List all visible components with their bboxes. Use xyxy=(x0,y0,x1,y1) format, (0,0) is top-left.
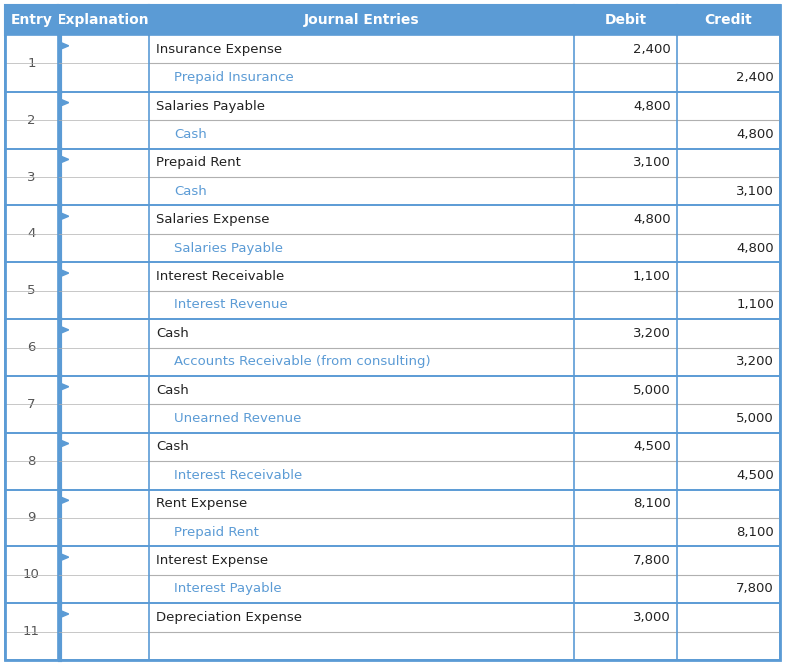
Text: Unearned Revenue: Unearned Revenue xyxy=(174,412,301,425)
Bar xyxy=(5,262,780,319)
Text: 3: 3 xyxy=(27,170,35,184)
Text: 2,400: 2,400 xyxy=(736,71,774,84)
Text: Cash: Cash xyxy=(156,440,189,454)
Text: Explanation: Explanation xyxy=(57,13,150,27)
Text: 3,100: 3,100 xyxy=(633,156,671,170)
Text: Depreciation Expense: Depreciation Expense xyxy=(156,611,302,624)
Text: 3,200: 3,200 xyxy=(633,327,671,340)
Text: 2: 2 xyxy=(27,114,35,127)
Text: 6: 6 xyxy=(27,341,35,354)
Text: Interest Expense: Interest Expense xyxy=(156,554,268,567)
Text: Salaries Payable: Salaries Payable xyxy=(156,100,265,112)
Bar xyxy=(5,319,780,376)
Polygon shape xyxy=(62,156,69,162)
Text: 8,100: 8,100 xyxy=(736,525,774,539)
Text: Cash: Cash xyxy=(156,384,189,396)
Text: Salaries Payable: Salaries Payable xyxy=(174,241,283,255)
Bar xyxy=(5,603,780,660)
Bar xyxy=(5,433,780,489)
Text: 7,800: 7,800 xyxy=(736,583,774,595)
Bar xyxy=(5,92,780,149)
Polygon shape xyxy=(62,100,69,106)
Text: Debit: Debit xyxy=(604,13,647,27)
Text: Interest Receivable: Interest Receivable xyxy=(156,270,284,283)
Polygon shape xyxy=(62,327,69,332)
Text: 4,500: 4,500 xyxy=(633,440,671,454)
Text: 9: 9 xyxy=(27,511,35,525)
Text: 4,800: 4,800 xyxy=(633,100,671,112)
Bar xyxy=(5,489,780,547)
Polygon shape xyxy=(62,213,69,219)
Text: 4,800: 4,800 xyxy=(633,213,671,226)
Text: Prepaid Insurance: Prepaid Insurance xyxy=(174,71,294,84)
Text: 3,200: 3,200 xyxy=(736,355,774,368)
Text: 7: 7 xyxy=(27,398,35,411)
Text: Entry: Entry xyxy=(10,13,53,27)
Text: Cash: Cash xyxy=(174,185,207,198)
Text: 3,100: 3,100 xyxy=(736,185,774,198)
Text: Interest Revenue: Interest Revenue xyxy=(174,299,288,311)
Text: Interest Payable: Interest Payable xyxy=(174,583,282,595)
Bar xyxy=(5,5,780,35)
Polygon shape xyxy=(62,611,69,617)
Polygon shape xyxy=(62,270,69,276)
Text: 1: 1 xyxy=(27,57,35,70)
Text: 11: 11 xyxy=(23,625,40,638)
Text: Prepaid Rent: Prepaid Rent xyxy=(156,156,241,170)
Bar xyxy=(5,319,780,376)
Bar xyxy=(5,603,780,660)
Text: 5: 5 xyxy=(27,284,35,297)
Bar xyxy=(5,205,780,262)
Bar xyxy=(5,205,780,262)
Text: Cash: Cash xyxy=(156,327,189,340)
Bar xyxy=(5,433,780,489)
Text: Insurance Expense: Insurance Expense xyxy=(156,43,283,56)
Polygon shape xyxy=(62,554,69,560)
Polygon shape xyxy=(62,43,69,49)
Bar xyxy=(5,489,780,547)
Bar xyxy=(5,547,780,603)
Text: 4,800: 4,800 xyxy=(736,241,774,255)
Text: 1,100: 1,100 xyxy=(633,270,671,283)
Bar xyxy=(5,376,780,433)
Text: 5,000: 5,000 xyxy=(736,412,774,425)
Text: Cash: Cash xyxy=(174,128,207,141)
Bar xyxy=(5,376,780,433)
Polygon shape xyxy=(62,441,69,446)
Bar xyxy=(5,149,780,205)
Bar xyxy=(5,35,780,92)
Text: Rent Expense: Rent Expense xyxy=(156,497,247,510)
Text: 8,100: 8,100 xyxy=(633,497,671,510)
Text: Accounts Receivable (from consulting): Accounts Receivable (from consulting) xyxy=(174,355,431,368)
Text: Journal Entries: Journal Entries xyxy=(304,13,419,27)
Text: 5,000: 5,000 xyxy=(633,384,671,396)
Bar xyxy=(5,547,780,603)
Text: Interest Receivable: Interest Receivable xyxy=(174,469,302,482)
Polygon shape xyxy=(62,497,69,503)
Text: Salaries Expense: Salaries Expense xyxy=(156,213,270,226)
Text: 4,500: 4,500 xyxy=(736,469,774,482)
Bar xyxy=(5,35,780,92)
Text: Credit: Credit xyxy=(705,13,752,27)
Polygon shape xyxy=(62,384,69,390)
Text: 1,100: 1,100 xyxy=(736,299,774,311)
Text: 2,400: 2,400 xyxy=(633,43,671,56)
Text: 7,800: 7,800 xyxy=(633,554,671,567)
Bar xyxy=(5,262,780,319)
Text: Prepaid Rent: Prepaid Rent xyxy=(174,525,259,539)
Text: 4,800: 4,800 xyxy=(736,128,774,141)
Text: 8: 8 xyxy=(27,455,35,467)
Text: 10: 10 xyxy=(23,569,40,581)
Text: 3,000: 3,000 xyxy=(633,611,671,624)
Bar xyxy=(5,149,780,205)
Bar xyxy=(5,92,780,149)
Text: 4: 4 xyxy=(27,227,35,240)
